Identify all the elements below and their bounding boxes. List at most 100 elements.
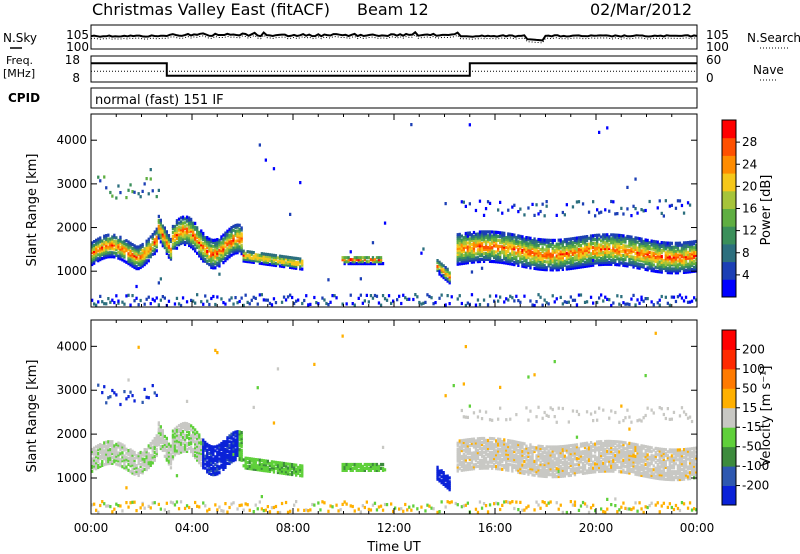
heat-cell <box>438 477 441 481</box>
heat-cell <box>438 479 441 483</box>
heat-cell <box>533 247 536 251</box>
heat-cell <box>232 302 235 306</box>
heat-cell <box>147 251 150 255</box>
heat-cell <box>109 395 112 399</box>
heat-cell <box>458 455 461 459</box>
heat-cell <box>208 448 211 452</box>
heat-cell <box>165 234 168 238</box>
heat-cell <box>670 259 673 263</box>
heat-cell <box>196 241 199 246</box>
heat-cell <box>468 455 471 459</box>
heat-cell <box>470 270 474 274</box>
heat-cell <box>276 262 280 266</box>
heat-cell <box>99 254 102 258</box>
heat-cell <box>133 246 136 250</box>
heat-cell <box>282 467 286 471</box>
heat-cell <box>274 256 278 260</box>
heat-cell <box>628 243 631 247</box>
heat-cell <box>284 462 288 466</box>
heat-cell <box>179 424 183 428</box>
heat-cell <box>612 200 615 204</box>
heat-cell <box>555 248 558 252</box>
heat-cell <box>688 262 692 266</box>
heat-cell <box>557 246 560 250</box>
heat-cell <box>468 254 471 259</box>
heat-cell <box>682 241 686 245</box>
heat-cell <box>139 256 142 260</box>
heat-cell <box>676 267 680 271</box>
heat-cell <box>398 507 401 511</box>
heat-cell <box>347 464 350 468</box>
heat-cell <box>159 433 162 437</box>
heat-cell <box>438 272 441 276</box>
heat-cell <box>482 438 486 443</box>
heat-cell <box>470 437 474 441</box>
heat-cell <box>145 456 148 460</box>
heat-cell <box>499 437 502 441</box>
heat-cell <box>571 264 575 268</box>
heat-cell <box>183 425 187 429</box>
heat-cell <box>183 445 187 449</box>
heat-cell <box>115 240 118 244</box>
heat-cell <box>579 253 583 257</box>
heat-cell <box>478 446 482 451</box>
heat-cell <box>505 456 508 460</box>
heat-cell <box>436 264 439 269</box>
heat-cell <box>105 243 108 248</box>
heat-cell <box>282 255 286 259</box>
heat-cell <box>264 463 267 467</box>
heat-cell <box>491 250 494 254</box>
heat-cell <box>151 240 154 245</box>
heat-cell <box>642 241 645 246</box>
heat-cell <box>499 250 502 254</box>
heat-cell <box>299 261 302 265</box>
heat-cell <box>511 252 514 256</box>
heat-cell <box>157 234 160 238</box>
heat-cell <box>351 302 354 306</box>
heat-cell <box>177 241 181 245</box>
heat-cell <box>151 246 154 250</box>
heat-cell <box>686 241 690 245</box>
heat-cell <box>511 296 514 300</box>
heat-cell <box>672 261 676 265</box>
heat-cell <box>95 459 98 463</box>
heat-cell <box>505 460 508 464</box>
heat-cell <box>198 242 201 246</box>
heat-cell <box>628 245 631 249</box>
heat-cell <box>513 233 516 237</box>
heat-cell <box>527 464 530 468</box>
heat-cell <box>557 242 560 246</box>
heat-cell <box>204 456 207 460</box>
heat-cell <box>458 254 461 258</box>
heat-cell <box>293 301 296 306</box>
heat-cell <box>107 241 110 245</box>
beam-label: Beam 12 <box>357 0 429 19</box>
heat-cell <box>183 447 187 451</box>
heat-cell <box>97 249 100 253</box>
heat-cell <box>448 488 451 492</box>
heat-cell <box>153 446 156 451</box>
heat-cell <box>672 257 676 261</box>
heat-cell <box>563 263 566 267</box>
heat-cell <box>583 262 587 266</box>
heat-cell <box>569 255 572 259</box>
heat-cell <box>224 245 227 249</box>
heat-cell <box>527 252 530 256</box>
heat-cell <box>151 235 154 239</box>
velocity-cells <box>91 331 697 514</box>
heat-cell <box>369 468 373 472</box>
heat-cell <box>581 237 585 241</box>
heat-cell <box>117 244 120 248</box>
heat-cell <box>606 250 609 255</box>
heat-cell <box>589 295 593 299</box>
heat-cell <box>440 274 443 278</box>
heat-cell <box>642 299 645 303</box>
heat-cell <box>192 225 195 229</box>
heat-cell <box>620 239 623 244</box>
heat-cell <box>194 440 197 444</box>
heat-cell <box>234 430 237 434</box>
heat-cell <box>674 249 678 253</box>
heat-cell <box>589 256 593 260</box>
heat-cell <box>624 238 627 242</box>
